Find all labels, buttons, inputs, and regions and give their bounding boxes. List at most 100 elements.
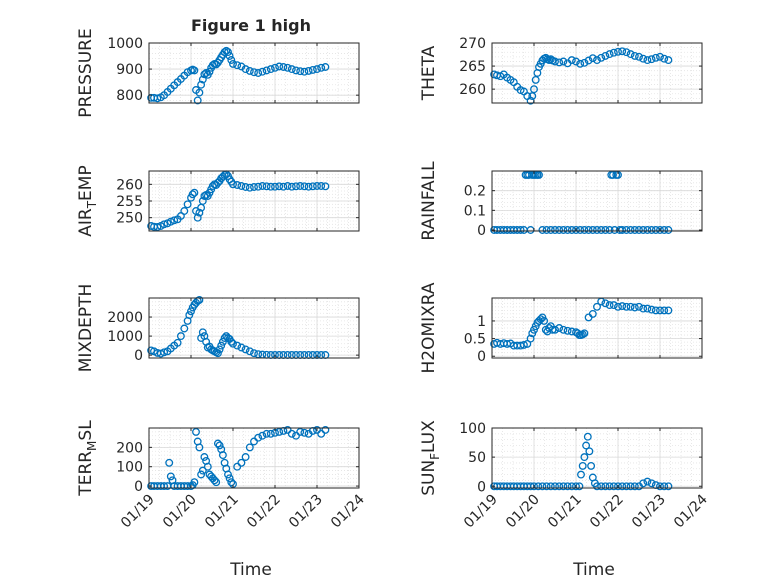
data-point: [593, 482, 601, 491]
data-point: [618, 47, 627, 56]
data-point: [567, 226, 576, 234]
data-point: [582, 441, 591, 450]
y-axis-label: MIXDEPTH: [76, 284, 96, 373]
x-tick-label: 01/20: [160, 492, 200, 532]
data-point: [190, 66, 199, 75]
data-point: [587, 461, 596, 470]
data-point: [660, 306, 669, 315]
data-point: [588, 309, 597, 318]
data-point: [245, 347, 254, 356]
y-tick-label: 1000: [107, 329, 143, 345]
data-point: [190, 478, 199, 487]
data-point: [229, 180, 237, 189]
data-point: [197, 470, 206, 479]
data-point: [279, 182, 288, 191]
subplot-theta: 260 265 270 THETA: [419, 36, 703, 105]
data-point: [584, 56, 593, 65]
data-point: [300, 67, 309, 76]
data-point: [271, 63, 279, 72]
data-point: [597, 226, 606, 234]
data-point: [555, 324, 564, 332]
data-point: [225, 52, 234, 60]
axes-box: [491, 297, 703, 359]
data-point: [542, 226, 551, 234]
data-point: [660, 226, 669, 234]
data-point: [237, 343, 246, 352]
data-point: [220, 334, 229, 342]
data-point: [601, 299, 610, 308]
data-point: [317, 429, 326, 438]
data-point: [308, 182, 317, 191]
data-point: [609, 482, 618, 491]
data-point: [215, 345, 224, 354]
data-point: [651, 226, 660, 234]
data-point: [563, 226, 572, 234]
data-point: [215, 441, 224, 450]
data-point: [531, 75, 540, 84]
y-tick-label: 2000: [107, 310, 143, 326]
data-point: [601, 51, 610, 60]
data-point: [165, 458, 174, 467]
data-point: [160, 482, 169, 491]
data-point: [262, 429, 271, 438]
data-point: [245, 66, 254, 75]
y-tick-label: 200: [116, 440, 143, 456]
data-point: [210, 476, 219, 485]
data-point: [530, 482, 538, 491]
data-point: [538, 482, 547, 491]
data-point: [233, 341, 242, 350]
y-axis-label: RAINFALL: [419, 161, 439, 241]
data-point: [578, 330, 587, 339]
data-point: [588, 226, 597, 234]
data-point: [220, 48, 229, 57]
data-point: [160, 348, 169, 357]
data-point: [317, 63, 326, 72]
data-point: [180, 207, 189, 215]
data-point: [643, 304, 652, 313]
data-point: [292, 66, 300, 75]
data-point: [229, 59, 237, 68]
data-point: [180, 324, 189, 333]
subplot-mixdepth: 0 1000 2000 MIXDEPTH: [76, 284, 360, 373]
data-point: [193, 96, 202, 105]
data-point: [304, 182, 313, 191]
data-point: [584, 226, 593, 234]
data-point: [601, 482, 610, 491]
data-point: [313, 182, 321, 190]
x-axis-label-left: Time: [229, 560, 272, 580]
data-point: [227, 56, 236, 64]
data-point: [237, 458, 246, 467]
data-point: [160, 220, 169, 229]
axes-box: [491, 170, 703, 232]
data-point: [580, 453, 589, 462]
data-point: [572, 226, 580, 234]
data-point: [609, 301, 618, 310]
x-tick-label: 01/24: [671, 491, 711, 531]
data-point: [153, 94, 162, 103]
data-point: [241, 183, 250, 191]
data-point: [555, 226, 564, 234]
data-point: [313, 65, 321, 74]
data-point: [227, 478, 236, 487]
data-point: [227, 337, 236, 346]
data-point: [635, 226, 643, 234]
y-tick-label: 0.2: [464, 184, 486, 200]
x-tick-label: 01/21: [202, 492, 242, 532]
data-point: [197, 80, 206, 89]
data-point: [190, 188, 199, 197]
data-point: [170, 216, 179, 225]
data-point: [296, 67, 305, 76]
data-point: [241, 65, 250, 74]
x-tick-label: 01/22: [244, 492, 284, 532]
data-point: [643, 477, 652, 486]
y-axis-label: SUNFLUX: [419, 420, 442, 496]
data-point: [664, 306, 673, 315]
data-point: [212, 478, 221, 487]
y-tick-label: 255: [116, 194, 143, 210]
axes-box: [491, 42, 703, 104]
data-point: [580, 329, 589, 338]
y-tick-label: 0: [477, 349, 486, 365]
data-point: [287, 429, 296, 438]
data-point: [580, 58, 589, 67]
data-point: [258, 431, 267, 440]
